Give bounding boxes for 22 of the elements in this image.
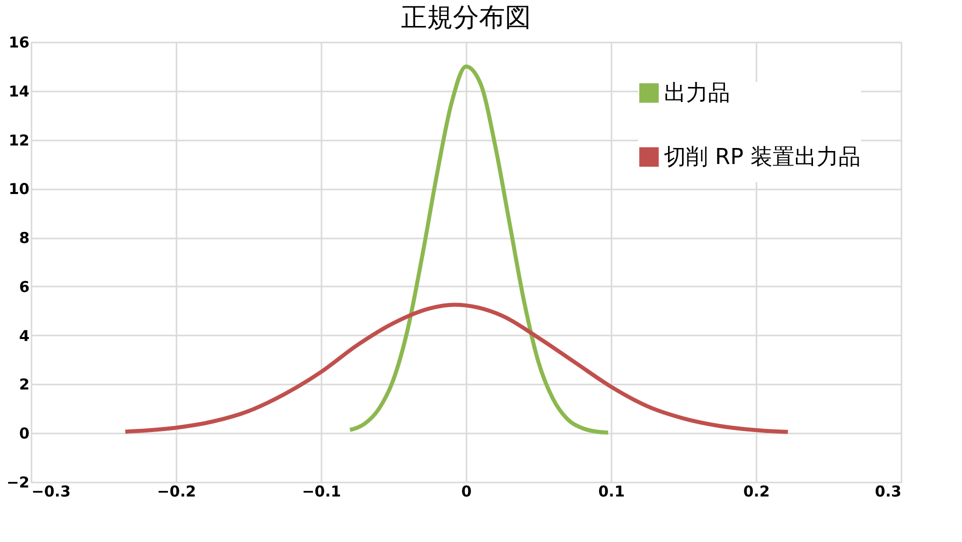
legend-label: 出力品 (664, 81, 730, 106)
x-tick-label: −0.1 (302, 482, 342, 500)
y-tick-label: −2 (6, 474, 30, 492)
y-tick-label: 4 (19, 326, 30, 345)
y-tick-label: 14 (8, 82, 30, 100)
y-tick-label: 12 (8, 131, 30, 150)
x-tick-label: 0.3 (874, 482, 902, 500)
y-tick-label: 6 (19, 278, 30, 296)
line-series (348, 64, 610, 435)
x-tick-label: −0.3 (32, 482, 71, 500)
line-series (123, 302, 790, 434)
y-tick-label: 0 (19, 424, 30, 443)
y-tick-label: 2 (19, 376, 30, 394)
y-tick-label: 8 (19, 229, 30, 248)
y-tick-label: 10 (8, 180, 30, 198)
legend-label: 切削 RP 装置出力品 (664, 145, 861, 170)
y-tick-label: 16 (8, 34, 30, 52)
x-tick-label: 0.1 (598, 482, 625, 500)
x-tick-label: 0.2 (743, 482, 770, 500)
x-tick-label: −0.2 (156, 482, 196, 500)
chart-title: 正規分布図 (401, 3, 531, 33)
x-tick-label: 0 (461, 482, 472, 500)
